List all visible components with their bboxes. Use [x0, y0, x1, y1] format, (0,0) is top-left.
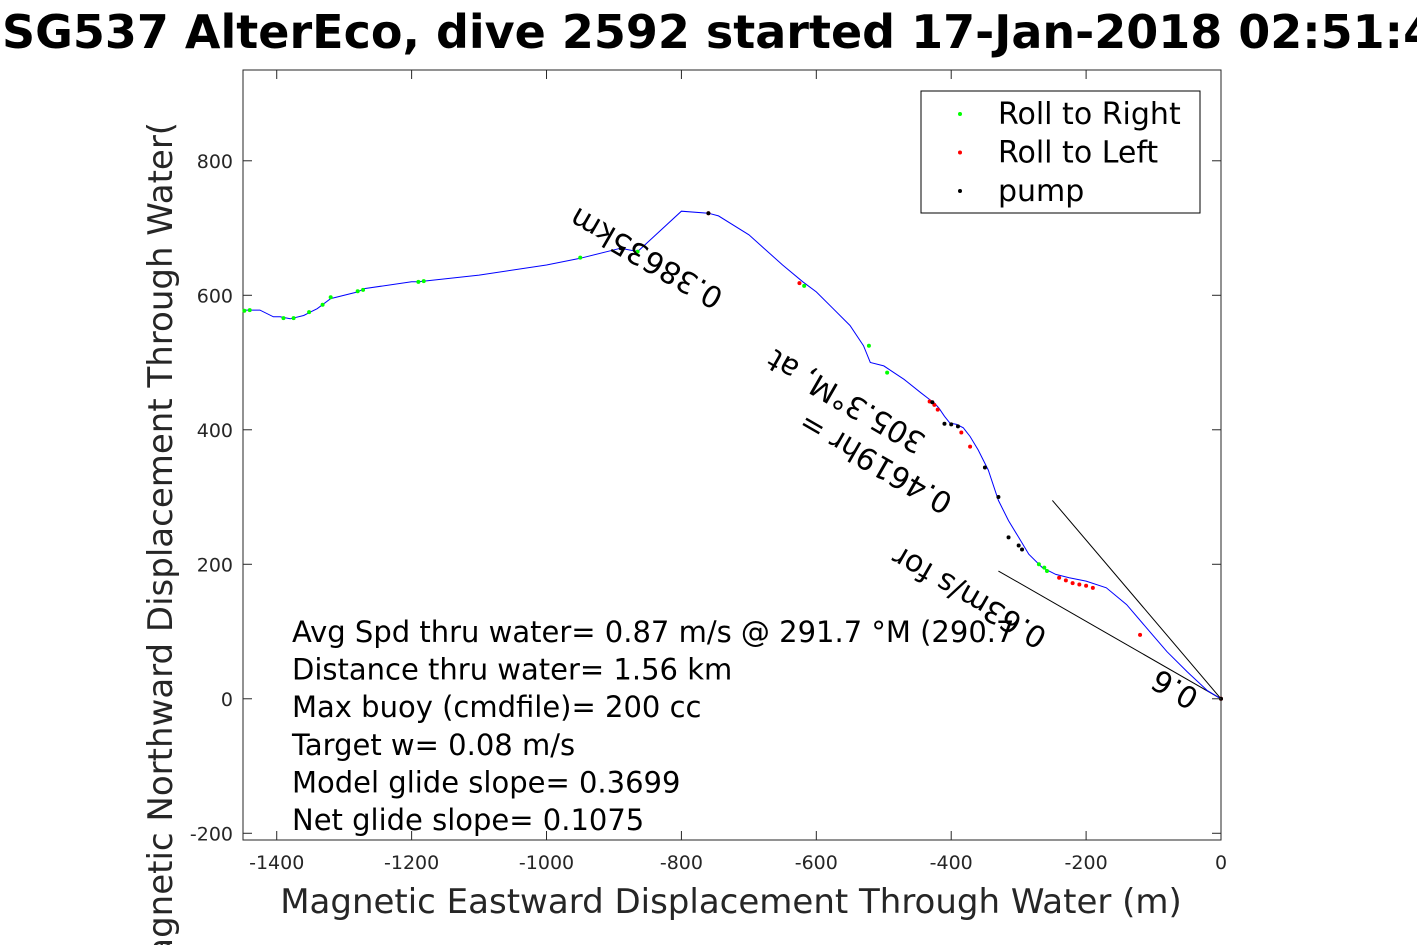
- pump-point: [1006, 535, 1011, 540]
- x-tick-label: 0: [1215, 852, 1227, 874]
- roll-left-point: [968, 444, 973, 449]
- y-tick-label: 0: [221, 689, 233, 711]
- pump-point: [706, 211, 711, 216]
- stats-annotation-line: Avg Spd thru water= 0.87 m/s @ 291.7 °M …: [292, 615, 1014, 649]
- roll-right-point: [866, 343, 871, 348]
- roll-right-point: [421, 279, 426, 284]
- pump-point: [618, 246, 623, 251]
- y-tick-label: -200: [190, 823, 233, 845]
- x-tick-label: -400: [930, 852, 973, 874]
- x-tick-label: -600: [795, 852, 838, 874]
- legend-label: pump: [998, 174, 1084, 209]
- roll-right-point: [247, 308, 252, 313]
- roll-right-point: [307, 310, 312, 315]
- x-tick-label: -1000: [519, 852, 574, 874]
- roll-left-point: [1057, 575, 1062, 580]
- y-tick-label: 800: [197, 151, 233, 173]
- stats-annotation-line: Max buoy (cmdfile)= 200 cc: [292, 690, 701, 724]
- roll-right-point: [416, 279, 421, 284]
- roll-right-point: [578, 255, 583, 260]
- roll-right-point: [885, 370, 890, 375]
- roll-left-point: [1090, 585, 1095, 590]
- y-tick-label: 200: [197, 554, 233, 576]
- y-tick-label: 600: [197, 285, 233, 307]
- roll-left-point: [935, 407, 940, 412]
- chart-title: SG537 AlterEco, dive 2592 started 17-Jan…: [2, 5, 1417, 59]
- roll-left-point: [1063, 578, 1068, 583]
- roll-right-point: [328, 295, 333, 300]
- roll-left-point: [1070, 581, 1075, 586]
- y-tick-label: 400: [197, 420, 233, 442]
- roll-right-point: [291, 316, 296, 321]
- pump-point: [982, 465, 987, 470]
- legend-box: [920, 90, 1201, 214]
- y-axis-label: Magnetic Northward Displacement Through …: [141, 122, 181, 945]
- roll-right-point: [802, 283, 807, 288]
- roll-left-point: [1084, 583, 1089, 588]
- legend-label: Roll to Left: [998, 136, 1158, 171]
- roll-left-point: [1077, 582, 1082, 587]
- stats-annotation-line: Distance thru water= 1.56 km: [292, 653, 732, 687]
- track-line: [243, 210, 1222, 700]
- roll-right-point: [355, 289, 360, 294]
- stats-annotation-line: Model glide slope= 0.3699: [292, 765, 680, 799]
- stats-annotation-line: Net glide slope= 0.1075: [292, 803, 644, 837]
- stats-annotations: Avg Spd thru water= 0.87 m/s @ 291.7 °M …: [291, 615, 1014, 837]
- pump-point: [1016, 543, 1021, 548]
- axis-ticks: -1400 -1200 -1000 -800 -600 -400 -200 0 -200 0 200…: [190, 70, 1227, 874]
- roll-right-point: [281, 316, 286, 321]
- roll-left-point: [1138, 632, 1143, 637]
- roll-left-point: [959, 430, 964, 435]
- pump-point: [996, 495, 1001, 500]
- heading-line: [1051, 500, 1222, 700]
- pump-point: [942, 421, 947, 426]
- roll-right-point: [1044, 569, 1049, 574]
- heading-line: [998, 570, 1222, 700]
- x-tick-label: -200: [1065, 852, 1108, 874]
- x-axis-label: Magnetic Eastward Displacement Through W…: [280, 882, 1182, 922]
- x-tick-label: -1400: [249, 852, 304, 874]
- legend-label: Roll to Right: [998, 97, 1181, 132]
- stats-annotation-line: Target w= 0.08 m/s: [291, 728, 575, 762]
- pump-point: [949, 422, 954, 427]
- roll-right-point: [1036, 562, 1041, 567]
- roll-left-point: [797, 281, 802, 286]
- roll-right-point: [361, 287, 366, 292]
- legend-marker: [958, 150, 962, 155]
- roll-right-point: [320, 302, 325, 307]
- pump-point: [930, 400, 935, 405]
- pump-point: [1020, 547, 1025, 552]
- pump-point: [955, 424, 960, 429]
- roll-right-point: [635, 249, 640, 254]
- x-tick-label: -1200: [384, 852, 439, 874]
- legend-marker: [958, 112, 962, 116]
- roll-right-point: [242, 308, 247, 313]
- x-tick-label: -800: [660, 852, 703, 874]
- legend-marker: [958, 189, 962, 193]
- roll-right-point: [1042, 565, 1047, 570]
